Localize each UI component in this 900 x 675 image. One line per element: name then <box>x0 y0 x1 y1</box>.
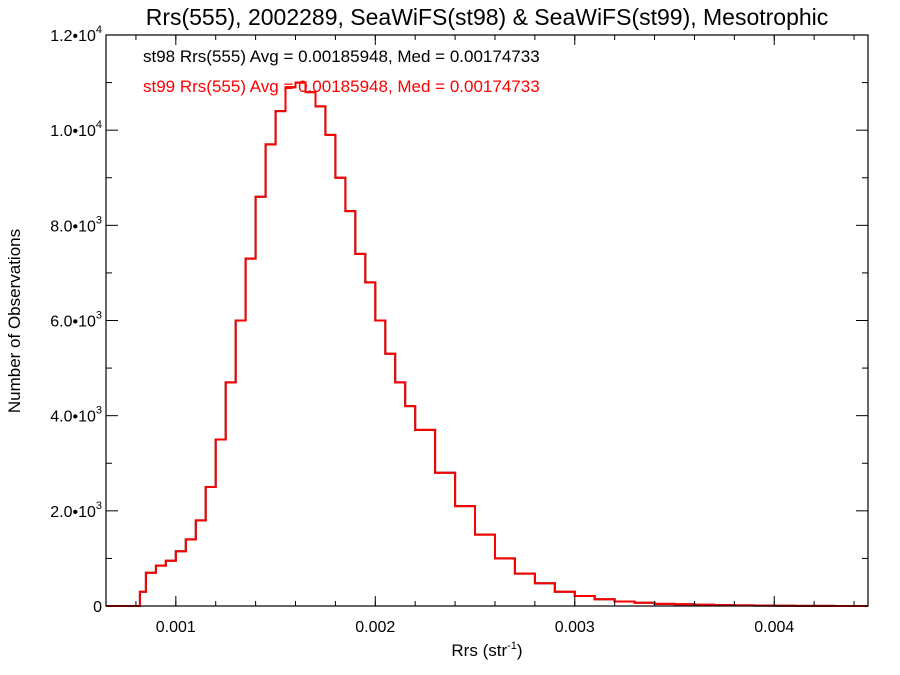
y-tick-mantissa: 0 <box>93 599 102 616</box>
y-tick-mantissa: 1.0•10 <box>50 123 96 140</box>
tick-layer <box>106 34 868 607</box>
x-tick-label: 0.001 <box>156 619 196 636</box>
y-tick-exponent: 3 <box>96 214 102 226</box>
y-tick-mantissa: 2.0•10 <box>50 504 96 521</box>
series-1-line <box>106 81 868 607</box>
x-tick-label: 0.003 <box>555 619 595 636</box>
annotation-st99: st99 Rrs(555) Avg = 0.00185948, Med = 0.… <box>143 77 540 96</box>
series-0-line <box>106 81 868 607</box>
y-tick-label: 2.0•103 <box>50 500 102 521</box>
plot-frame <box>105 34 869 607</box>
y-tick-mantissa: 8.0•10 <box>50 218 96 235</box>
y-tick-label: 8.0•103 <box>50 214 102 235</box>
y-tick-mantissa: 1.2•10 <box>50 28 96 45</box>
x-axis-label: Rrs (str-1) <box>451 640 522 660</box>
y-tick-label: 1.2•104 <box>50 24 102 45</box>
y-tick-label: 4.0•103 <box>50 405 102 426</box>
y-tick-exponent: 4 <box>96 24 102 36</box>
y-tick-exponent: 3 <box>96 310 102 322</box>
series-layer <box>106 81 868 607</box>
y-tick-mantissa: 6.0•10 <box>50 314 96 331</box>
y-tick-exponent: 3 <box>96 405 102 417</box>
annotation-st98: st98 Rrs(555) Avg = 0.00185948, Med = 0.… <box>143 47 540 66</box>
y-axis-label: Number of Observations <box>5 229 24 413</box>
chart-title: Rrs(555), 2002289, SeaWiFS(st98) & SeaWi… <box>146 4 829 30</box>
y-tick-mantissa: 4.0•10 <box>50 409 96 426</box>
y-tick-label: 6.0•103 <box>50 310 102 331</box>
x-tick-label: 0.004 <box>754 619 794 636</box>
x-tick-label: 0.002 <box>355 619 395 636</box>
y-tick-exponent: 3 <box>96 500 102 512</box>
tick-label-layer: 0.001 0.002 0.003 0.00402.0•1034.0•1036.0•1… <box>50 24 794 636</box>
y-axis-label-group: Number of Observations <box>5 229 24 413</box>
y-tick-exponent: 4 <box>96 119 102 131</box>
y-tick-label: 1.0•104 <box>50 119 102 140</box>
y-tick-label: 0 <box>93 599 102 616</box>
